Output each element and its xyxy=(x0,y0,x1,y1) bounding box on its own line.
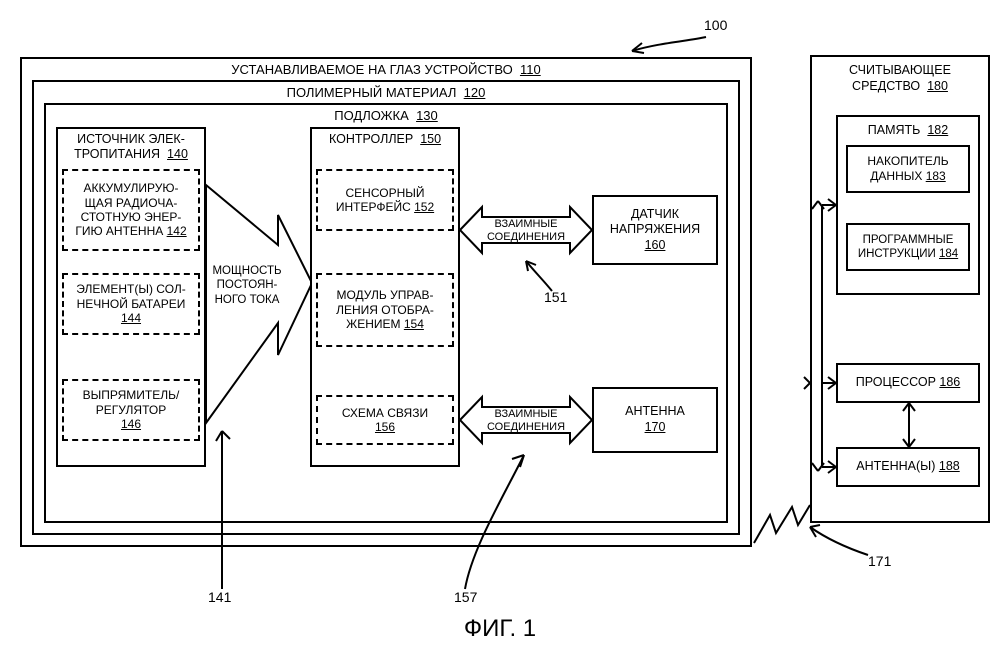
disp-l3: ЖЕНИЕМ xyxy=(346,317,400,331)
polymer-120-ref: 120 xyxy=(464,85,486,100)
ic-bot-l1: ВЗАИМНЫЕ xyxy=(494,408,557,420)
strain-l2: НАПРЯЖЕНИЯ xyxy=(610,222,700,238)
rect-146-ref: 146 xyxy=(121,417,141,431)
polymer-120-title: ПОЛИМЕРНЫЙ МАТЕРИАЛ 120 xyxy=(34,82,738,100)
antenna-170: АНТЕННА 170 xyxy=(592,387,718,453)
device-110-title: УСТАНАВЛИВАЕМОЕ НА ГЛАЗ УСТРОЙСТВО 110 xyxy=(22,59,750,77)
sif-ref: 152 xyxy=(414,200,434,214)
ic-top-l2: СОЕДИНЕНИЯ xyxy=(487,231,565,243)
interconnect-text-bottom: ВЗАИМНЫЕ СОЕДИНЕНИЯ xyxy=(477,408,575,433)
ant170-l1: АНТЕННА xyxy=(625,404,685,420)
dc-l3: НОГО ТОКА xyxy=(215,294,280,306)
power-140-t1: ИСТОЧНИК ЭЛЕК- xyxy=(77,132,185,146)
instr-l1: ПРОГРАММНЫЕ xyxy=(863,233,954,247)
proc-186: ПРОЦЕССОР 186 xyxy=(836,363,980,403)
ant170-ref: 170 xyxy=(645,420,666,436)
controller-150-text: КОНТРОЛЛЕР xyxy=(329,132,413,146)
dc-l1: МОЩНОСТЬ xyxy=(212,265,281,277)
dc-l2: ПОСТОЯН- xyxy=(217,279,278,291)
mem-l1: ПАМЯТЬ xyxy=(868,123,921,137)
rect-146-l2: РЕГУЛЯТОР xyxy=(96,403,166,417)
ref-157-leader xyxy=(462,449,532,589)
disp-ref: 154 xyxy=(404,317,424,331)
solar-144-l2: НЕЧНОЙ БАТАРЕИ xyxy=(77,297,186,311)
rf-142-l1: АККУМУЛИРУЮ- xyxy=(84,181,179,195)
ref-157-label: 157 xyxy=(454,589,477,605)
polymer-120-text: ПОЛИМЕРНЫЙ МАТЕРИАЛ xyxy=(287,85,457,100)
ant188-l1: АНТЕННА(Ы) xyxy=(856,459,935,473)
controller-150-ref: 150 xyxy=(420,132,441,146)
ref-141-label: 141 xyxy=(208,589,231,605)
device-110-text: УСТАНАВЛИВАЕМОЕ НА ГЛАЗ УСТРОЙСТВО xyxy=(231,62,512,77)
comm-ref: 156 xyxy=(375,420,395,434)
reader-180-title: СЧИТЫВАЮЩЕЕ СРЕДСТВО 180 xyxy=(812,57,988,94)
comm-156: СХЕМА СВЯЗИ 156 xyxy=(316,395,454,445)
stor-l2: ДАННЫХ xyxy=(870,169,922,183)
interconnect-text-top: ВЗАИМНЫЕ СОЕДИНЕНИЯ xyxy=(477,218,575,243)
power-140-title: ИСТОЧНИК ЭЛЕК- ТРОПИТАНИЯ 140 xyxy=(58,129,204,162)
solar-144-l1: ЭЛЕМЕНТ(Ы) СОЛ- xyxy=(76,282,186,296)
strain-l1: ДАТЧИК xyxy=(631,207,679,223)
wireless-link-171 xyxy=(752,505,812,549)
rect-146-l1: ВЫПРЯМИТЕЛЬ/ xyxy=(83,388,180,402)
comm-l1: СХЕМА СВЯЗИ xyxy=(342,406,428,420)
reader-ref: 180 xyxy=(927,79,948,93)
reader-l2: СРЕДСТВО xyxy=(852,79,920,93)
strain-160: ДАТЧИК НАПРЯЖЕНИЯ 160 xyxy=(592,195,718,265)
display-154: МОДУЛЬ УПРАВ- ЛЕНИЯ ОТОБРА- ЖЕНИЕМ 154 xyxy=(316,273,454,347)
strain-ref: 160 xyxy=(645,238,666,254)
ant188-ref: 188 xyxy=(939,459,960,473)
storage-183: НАКОПИТЕЛЬ ДАННЫХ 183 xyxy=(846,145,970,193)
ref-171-leader xyxy=(806,523,870,559)
instr-184: ПРОГРАММНЫЕ ИНСТРУКЦИИ 184 xyxy=(846,223,970,271)
ant-188: АНТЕННА(Ы) 188 xyxy=(836,447,980,487)
ref-151-leader xyxy=(522,257,562,293)
sif-l2: ИНТЕРФЕЙС xyxy=(336,200,411,214)
ref-100-label: 100 xyxy=(704,17,727,33)
stor-ref: 183 xyxy=(926,169,946,183)
reader-bus-arrow-mem xyxy=(812,201,824,213)
rect-146: ВЫПРЯМИТЕЛЬ/ РЕГУЛЯТОР 146 xyxy=(62,379,200,441)
rf-antenna-142: АККУМУЛИРУЮ- ЩАЯ РАДИОЧА- СТОТНУЮ ЭНЕР- … xyxy=(62,169,200,251)
reader-l1: СЧИТЫВАЮЩЕЕ xyxy=(849,63,951,77)
memory-182-title: ПАМЯТЬ 182 xyxy=(838,117,978,137)
diagram-root: 100 УСТАНАВЛИВАЕМОЕ НА ГЛАЗ УСТРОЙСТВО 1… xyxy=(10,25,990,625)
substrate-130-ref: 130 xyxy=(416,108,438,123)
disp-l2: ЛЕНИЯ ОТОБРА- xyxy=(336,303,434,317)
rf-142-ref: 142 xyxy=(167,224,187,238)
rf-142-l4: ГИЮ АНТЕННА xyxy=(75,224,163,238)
ref-100-leader xyxy=(628,37,706,55)
device-110-ref: 110 xyxy=(520,62,541,77)
solar-144-ref: 144 xyxy=(121,311,141,325)
sensor-if-152: СЕНСОРНЫЙ ИНТЕРФЕЙС 152 xyxy=(316,169,454,231)
figure-caption: ФИГ. 1 xyxy=(10,615,990,643)
power-140-t2: ТРОПИТАНИЯ xyxy=(74,147,160,161)
mem-ref: 182 xyxy=(927,123,948,137)
proc-ant-link xyxy=(902,403,916,447)
ic-bot-l2: СОЕДИНЕНИЯ xyxy=(487,421,565,433)
reader-bus-arrow-ant xyxy=(812,459,824,471)
rf-142-l3: СТОТНУЮ ЭНЕР- xyxy=(81,210,182,224)
ref-141-leader xyxy=(218,425,248,589)
ref-171-label: 171 xyxy=(868,553,891,569)
disp-l1: МОДУЛЬ УПРАВ- xyxy=(336,288,433,302)
reader-bus xyxy=(816,115,840,489)
sif-l1: СЕНСОРНЫЙ xyxy=(346,186,425,200)
substrate-130-text: ПОДЛОЖКА xyxy=(334,108,409,123)
rf-142-l2: ЩАЯ РАДИОЧА- xyxy=(85,196,178,210)
substrate-130-title: ПОДЛОЖКА 130 xyxy=(46,105,726,123)
proc-ref: 186 xyxy=(939,375,960,389)
solar-144: ЭЛЕМЕНТ(Ы) СОЛ- НЕЧНОЙ БАТАРЕИ 144 xyxy=(62,273,200,335)
proc-l1: ПРОЦЕССОР xyxy=(856,375,936,389)
controller-150-title: КОНТРОЛЛЕР 150 xyxy=(312,129,458,146)
stor-l1: НАКОПИТЕЛЬ xyxy=(867,154,948,169)
instr-l2: ИНСТРУКЦИИ xyxy=(858,248,936,260)
ic-top-l1: ВЗАИМНЫЕ xyxy=(494,218,557,230)
power-140-ref: 140 xyxy=(167,147,188,161)
instr-ref: 184 xyxy=(939,248,958,260)
dc-power-text: МОЩНОСТЬ ПОСТОЯН- НОГО ТОКА xyxy=(210,264,284,307)
